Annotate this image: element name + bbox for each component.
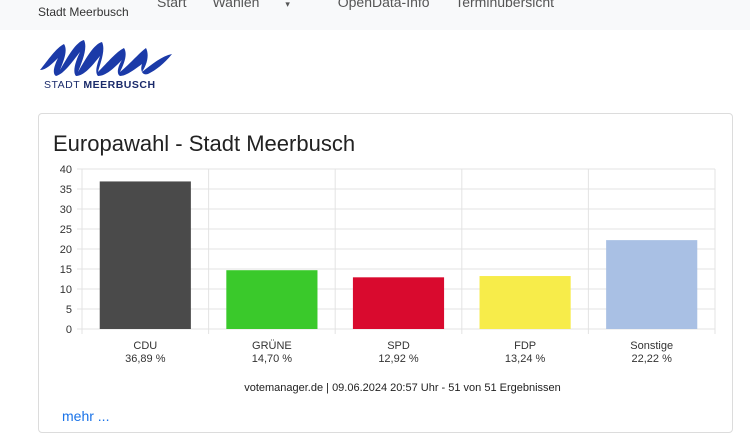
logo-text: STADT MEERBUSCH bbox=[44, 79, 156, 91]
value-label: 22,22 % bbox=[632, 353, 673, 365]
nav-item-wahlen-label: Wahlen bbox=[212, 0, 260, 10]
value-label: 12,92 % bbox=[378, 353, 419, 365]
value-label: 14,70 % bbox=[252, 353, 293, 365]
category-label: FDP bbox=[514, 340, 536, 352]
nav-item-start[interactable]: Start bbox=[157, 0, 187, 10]
y-tick-label: 10 bbox=[60, 284, 72, 296]
brand-link[interactable]: Stadt Meerbusch bbox=[38, 5, 129, 19]
navbar: Stadt Meerbusch Start Wahlen ▾ OpenData-… bbox=[0, 0, 750, 30]
y-tick-label: 40 bbox=[60, 164, 72, 176]
logo-text-bold: MEERBUSCH bbox=[83, 79, 156, 91]
bar-cdu bbox=[99, 181, 191, 329]
y-tick-label: 5 bbox=[66, 304, 72, 316]
caret-down-icon: ▾ bbox=[285, 0, 290, 9]
category-label: CDU bbox=[133, 340, 157, 352]
y-tick-label: 35 bbox=[60, 184, 72, 196]
category-label: SPD bbox=[387, 340, 410, 352]
bar-fdp bbox=[479, 276, 571, 329]
nav-item-wahlen[interactable]: Wahlen ▾ bbox=[212, 0, 311, 10]
source-footnote: votemanager.de | 09.06.2024 20:57 Uhr - … bbox=[244, 382, 561, 394]
y-tick-label: 25 bbox=[60, 224, 72, 236]
nav-links: Start Wahlen ▾ OpenData-Info Terminübers… bbox=[157, 0, 576, 10]
nav-item-opendata[interactable]: OpenData-Info bbox=[337, 0, 430, 10]
more-link[interactable]: mehr ... bbox=[62, 408, 110, 424]
bar-sonstige bbox=[606, 240, 698, 329]
y-tick-label: 30 bbox=[60, 204, 72, 216]
nav-item-termine[interactable]: Terminübersicht bbox=[455, 0, 555, 10]
value-label: 13,24 % bbox=[505, 353, 546, 365]
value-label: 36,89 % bbox=[125, 353, 166, 365]
logo-text-prefix: STADT bbox=[44, 79, 84, 91]
card-title: Europawahl - Stadt Meerbusch bbox=[53, 131, 356, 156]
y-tick-label: 15 bbox=[60, 264, 72, 276]
bar-grüne bbox=[226, 270, 318, 329]
meerbusch-logo-icon bbox=[40, 40, 172, 76]
y-tick-label: 20 bbox=[60, 244, 72, 256]
category-label: Sonstige bbox=[630, 340, 673, 352]
category-label: GRÜNE bbox=[252, 340, 292, 352]
bar-spd bbox=[352, 277, 445, 329]
y-tick-label: 0 bbox=[66, 324, 72, 336]
